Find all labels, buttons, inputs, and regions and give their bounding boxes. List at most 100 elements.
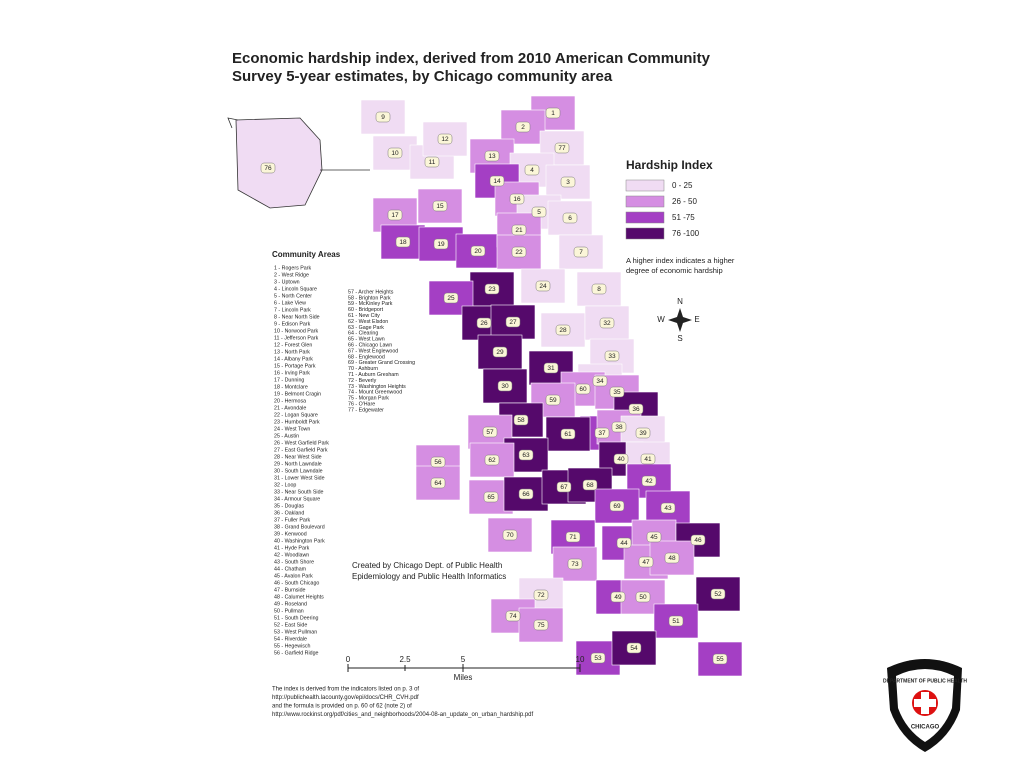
map-label: 22 xyxy=(515,249,523,256)
map-label: 55 xyxy=(716,656,724,663)
map-label: 36 xyxy=(632,406,640,413)
map-label-box xyxy=(489,175,505,187)
map-label-box xyxy=(562,212,578,224)
list-entry: 20 - Hermosa xyxy=(274,398,306,404)
list-entry: 58 - Brighton Park xyxy=(348,295,391,301)
list-entry: 43 - South Shore xyxy=(274,559,314,565)
map-label: 3 xyxy=(566,179,570,186)
map-label-box xyxy=(509,193,525,205)
list-entry: 38 - Grand Boulevard xyxy=(274,524,325,530)
list-entry: 66 - Chicago Lawn xyxy=(348,343,392,349)
list-entry: 70 - Ashburn xyxy=(348,366,378,372)
map-label: 20 xyxy=(474,248,482,255)
map-label: 52 xyxy=(714,591,722,598)
map-label-box xyxy=(560,428,576,440)
list-entry: 5 - North Center xyxy=(274,293,312,299)
map-label: 40 xyxy=(617,456,625,463)
map-label-box xyxy=(430,456,446,468)
list-entry: 4 - Lincoln Square xyxy=(274,286,317,292)
list-entry: 8 - Near North Side xyxy=(274,314,320,320)
legend-swatch xyxy=(625,195,665,208)
list-entry: 18 - Montclare xyxy=(274,384,308,390)
list-entry: 31 - Lower West Side xyxy=(274,475,325,481)
map-label-box xyxy=(712,653,728,665)
map-label: 71 xyxy=(569,534,577,541)
list-entry: 13 - North Park xyxy=(274,349,310,355)
map-label: 4 xyxy=(530,167,534,174)
map-label-box xyxy=(424,156,440,168)
map-label-box xyxy=(531,206,547,218)
map-label: 24 xyxy=(539,283,547,290)
map-label: 50 xyxy=(639,594,647,601)
legend-note: degree of economic hardship xyxy=(626,266,723,275)
list-entry: 53 - West Pullman xyxy=(274,629,317,635)
footnote-line: http://www.rockinst.org/pdf/cities_and_n… xyxy=(272,712,534,718)
list-entry: 47 - Burnside xyxy=(274,587,306,593)
map-label-box xyxy=(443,292,459,304)
compass-w: W xyxy=(657,315,665,324)
legend-label: 76 -100 xyxy=(672,229,700,238)
map-label-box xyxy=(560,176,576,188)
map-label-box xyxy=(484,150,500,162)
map-label: 63 xyxy=(522,452,530,459)
map-label: 14 xyxy=(493,178,501,185)
logo-text: CHICAGO xyxy=(911,725,940,731)
map-label: 70 xyxy=(506,532,514,539)
legend: 0 - 25 26 - 50 51 -75 76 -100 xyxy=(625,179,700,240)
footnote-line: http://publichealth.lacounty.gov/epi/doc… xyxy=(272,695,419,701)
list-entry: 44 - Chatham xyxy=(274,566,307,572)
list-entry: 46 - South Chicago xyxy=(274,580,319,586)
map-label: 32 xyxy=(603,320,611,327)
list-entry: 35 - Douglas xyxy=(274,503,304,509)
list-entry: 65 - West Lawn xyxy=(348,337,385,343)
map-label: 17 xyxy=(391,212,399,219)
scale-label: 0 xyxy=(346,655,351,664)
scale-bar: 0 2.5 5 10 Miles xyxy=(346,655,585,682)
map-label-box xyxy=(575,383,591,395)
list-entry: 39 - Kenwood xyxy=(274,531,307,537)
map-label-box xyxy=(610,591,626,603)
map-label: 34 xyxy=(596,378,604,385)
boundary-line xyxy=(227,117,370,171)
map-label-box xyxy=(387,147,403,159)
map-label-box xyxy=(387,209,403,221)
map-label-box xyxy=(511,224,527,236)
map-label-box xyxy=(492,346,508,358)
map-label: 42 xyxy=(645,478,653,485)
map-label-box xyxy=(604,350,620,362)
footnote-line: and the formula is provided on p. 60 of … xyxy=(272,704,412,710)
map-label: 67 xyxy=(560,484,568,491)
list-entry: 7 - Lincoln Park xyxy=(274,307,311,313)
title-line: Survey 5-year estimates, by Chicago comm… xyxy=(232,68,613,85)
list-entry: 23 - Humboldt Park xyxy=(274,419,320,425)
legend-swatch xyxy=(625,227,665,240)
map-label: 31 xyxy=(547,365,555,372)
list-entry: 11 - Jefferson Park xyxy=(274,335,319,341)
map-label-box xyxy=(430,477,446,489)
legend-label: 51 -75 xyxy=(672,213,695,222)
credit: Created by Chicago Dept. of Public Healt… xyxy=(352,561,502,570)
map-label: 19 xyxy=(437,241,445,248)
map-label-box xyxy=(626,642,642,654)
map-label-box xyxy=(518,488,534,500)
legend-label: 26 - 50 xyxy=(672,197,697,206)
list-entry: 77 - Edgewater xyxy=(348,407,384,413)
list-entry: 74 - Mount Greenwood xyxy=(348,390,402,396)
map-label: 9 xyxy=(381,114,385,121)
list-entry: 10 - Norwood Park xyxy=(274,328,319,334)
scale-label: 5 xyxy=(461,655,466,664)
list-entry: 48 - Calumet Heights xyxy=(274,594,324,600)
map-label: 35 xyxy=(613,389,621,396)
list-entry: 25 - Austin xyxy=(274,433,299,439)
list-entry: 45 - Avalon Park xyxy=(274,573,313,579)
list-entry: 67 - West Englewood xyxy=(348,348,398,354)
legend-title: Hardship Index xyxy=(626,158,713,172)
list-entry: 33 - Near South Side xyxy=(274,489,324,495)
map-label: 49 xyxy=(614,594,622,601)
list-entry: 49 - Roseland xyxy=(274,601,307,607)
map-label-box xyxy=(505,316,521,328)
map-label: 10 xyxy=(391,150,399,157)
logo: DEPARTMENT OF PUBLIC HEALTH CHICAGO xyxy=(883,659,967,752)
